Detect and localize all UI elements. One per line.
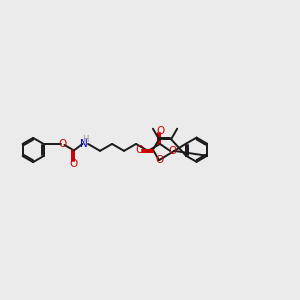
Text: N: N <box>80 139 87 149</box>
Text: O: O <box>136 145 144 155</box>
Text: O: O <box>155 155 163 165</box>
Text: O: O <box>168 146 176 156</box>
Text: O: O <box>156 126 164 136</box>
Text: O: O <box>70 159 78 169</box>
Text: H: H <box>82 135 88 144</box>
Text: O: O <box>58 139 67 149</box>
